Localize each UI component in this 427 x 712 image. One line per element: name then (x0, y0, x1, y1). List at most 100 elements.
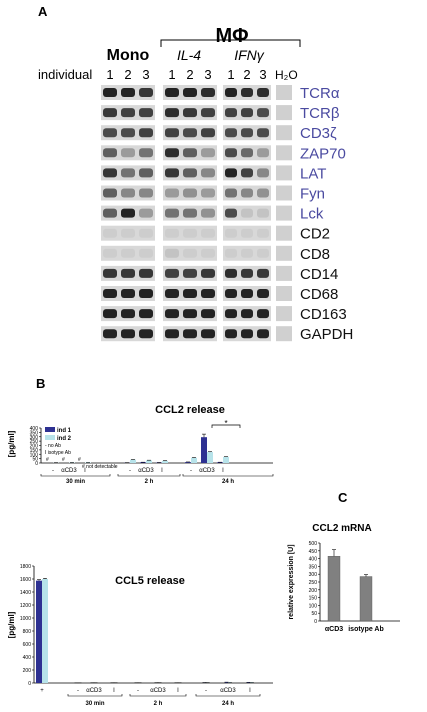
gel-band (201, 208, 215, 218)
mono-label: Mono (107, 47, 150, 64)
y-tick-label: 350 (309, 564, 318, 570)
x-tick-label: αCD3 (199, 468, 215, 474)
gel-band (257, 168, 269, 178)
y-tick-label: 500 (309, 541, 318, 547)
gel-band (183, 88, 197, 97)
gel-band (121, 128, 135, 138)
time-bracket (182, 474, 274, 477)
x-tick-label: - (205, 688, 207, 694)
macrophage-bracket (160, 39, 301, 47)
gene-label: ZAP70 (300, 145, 346, 162)
y-tick-label: 350 (30, 430, 39, 436)
y-tick-label: 300 (309, 572, 318, 578)
gel-band (225, 228, 237, 238)
gel-band (225, 329, 237, 339)
gene-label: LAT (300, 165, 326, 182)
gel-band (183, 309, 197, 319)
gel-band (121, 329, 135, 339)
gel-band (103, 148, 117, 158)
gel-band (225, 88, 237, 97)
note-isotype-ab: I isotype Ab (45, 450, 71, 456)
y-tick-label: 300 (30, 435, 39, 441)
ccl2-mrna-chart: CCL2 mRNA relative expression [U] 0 50 100… (288, 523, 400, 633)
gel-row: TCRα (101, 85, 340, 102)
gel-band (183, 208, 197, 218)
gel-band (121, 88, 135, 97)
y-tick-label: 50 (32, 457, 38, 463)
gel-row: CD14 (101, 265, 338, 283)
gel-row: TCRβ (101, 105, 340, 122)
gel-band (121, 228, 135, 238)
gel-band (165, 108, 179, 118)
gel-band (139, 128, 153, 138)
y-tick-label: 1000 (20, 616, 31, 622)
gene-label: Lck (300, 206, 324, 223)
x-tick-label: - (129, 468, 131, 474)
x-tick-label: I (113, 688, 115, 694)
gel-band (139, 268, 153, 278)
gel-band (257, 208, 269, 218)
gel-band (139, 228, 153, 238)
time-label: 30 min (85, 701, 104, 707)
gel-band (257, 188, 269, 198)
gel-band (183, 128, 197, 138)
time-label: 30 min (66, 479, 85, 485)
y-tick-label: 400 (23, 655, 32, 661)
time-label: 24 h (222, 479, 234, 485)
gel-band (183, 108, 197, 118)
gel-band (121, 108, 135, 118)
time-bracket (117, 474, 181, 477)
legend-swatch-ind2 (45, 435, 55, 440)
legend-label-ind1: ind 1 (57, 428, 72, 434)
note-not-detectable: # not detectable (82, 464, 118, 470)
ccl2-release-chart: CCL2 release [pg/ml] 0501001502002503003… (7, 404, 274, 485)
y-tick-label: 1600 (20, 577, 31, 583)
individual-label: individual (38, 67, 92, 82)
gel-band (103, 208, 117, 218)
gel-band (257, 108, 269, 118)
bar (207, 452, 213, 463)
ccl2-chart-title: CCL2 release (155, 404, 225, 416)
gel-row: CD163 (101, 306, 347, 323)
x-tick-label: I (84, 468, 86, 474)
gene-label: CD68 (300, 286, 338, 303)
not-detectable-mark: # (78, 457, 81, 463)
gel-band (165, 88, 179, 97)
ccl5-release-chart: CCL5 release [pg/ml] 0 200 400 600 800 1000 12… (7, 564, 273, 707)
y-tick-label: 800 (23, 629, 32, 635)
gel-band (165, 128, 179, 138)
bar (223, 456, 229, 463)
gel-band (241, 228, 253, 238)
gel-panel-h2o (276, 265, 292, 281)
gel-band (257, 148, 269, 158)
gel-band (139, 208, 153, 218)
gel-band (165, 188, 179, 198)
ccl5-y-ticks: 0 200 400 600 800 1000 1200 1400 1600 1800 (20, 564, 34, 687)
ccl2-y-axis-label: [pg/ml] (7, 430, 16, 457)
gel-band (121, 289, 135, 298)
ccl2-bars: # # # (46, 433, 229, 463)
y-tick-label: 600 (23, 642, 32, 648)
lane-number: 2 (243, 67, 250, 82)
x-tick-label: I (177, 688, 179, 694)
x-tick-label: - (77, 688, 79, 694)
lane-number: 1 (106, 67, 113, 82)
gel-band (201, 228, 215, 238)
gel-band (165, 228, 179, 238)
gel-band (139, 248, 153, 258)
bar (162, 460, 168, 463)
gel-panel-h2o (276, 125, 292, 141)
legend-swatch-ind1 (45, 427, 55, 432)
ccl5-y-axis-label: [pg/ml] (7, 611, 16, 638)
bar (191, 457, 197, 463)
gel-band (241, 208, 253, 218)
gel-band (183, 268, 197, 278)
gel-band (225, 128, 237, 138)
y-tick-label: 100 (30, 452, 39, 458)
gel-band (103, 248, 117, 258)
bar (185, 462, 191, 463)
gel-band (139, 309, 153, 319)
y-tick-label: 400 (30, 426, 39, 432)
gel-band (183, 188, 197, 198)
